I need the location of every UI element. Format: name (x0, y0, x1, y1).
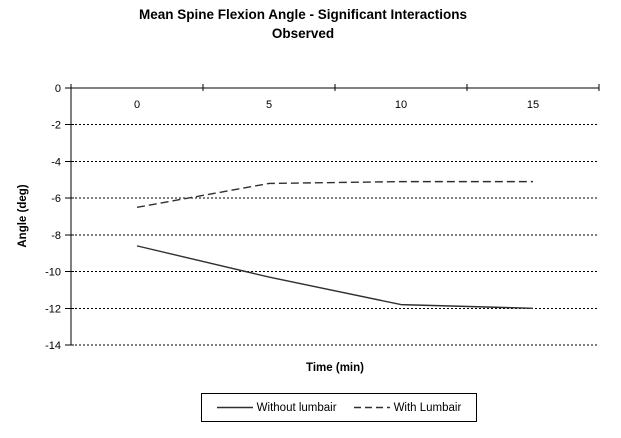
chart-title: Mean Spine Flexion Angle - Significant I… (0, 5, 606, 43)
y-tick-label: -12 (45, 303, 61, 315)
y-tick-label: -14 (45, 340, 61, 352)
chart-title-line1: Mean Spine Flexion Angle - Significant I… (138, 7, 468, 22)
x-axis-title: Time (min) (306, 362, 364, 374)
series-line-with-lumbair (136, 180, 533, 209)
series-line-without-lumbair (136, 245, 534, 309)
y-tick-label: -4 (51, 156, 61, 168)
y-tick-label: 0 (55, 83, 61, 95)
x-tick-label: 5 (266, 99, 272, 111)
x-tick-label: 0 (134, 99, 140, 111)
y-tick-label: -8 (51, 230, 61, 242)
legend: Without lumbair With Lumbair (201, 393, 477, 422)
legend-label-with-lumbair: With Lumbair (393, 401, 462, 414)
legend-item-without-lumbair: Without lumbair (216, 401, 337, 414)
legend-line-dashed-icon (353, 406, 390, 409)
y-tick-label: -6 (51, 193, 61, 205)
x-tick-label: 15 (527, 99, 539, 111)
y-tick-label: -10 (45, 267, 61, 279)
chart-title-line2: Observed (271, 26, 335, 41)
legend-item-with-lumbair: With Lumbair (353, 401, 462, 414)
x-tick-label: 10 (395, 99, 407, 111)
y-tick-label: -2 (51, 120, 61, 132)
legend-line-solid-icon (216, 406, 253, 409)
legend-label-without-lumbair: Without lumbair (256, 401, 337, 414)
